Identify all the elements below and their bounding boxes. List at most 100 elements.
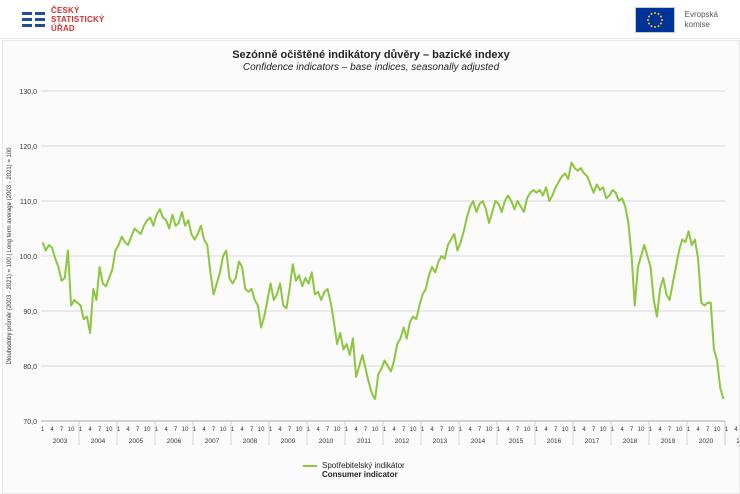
x-month-tick-label: 1 [117, 427, 121, 433]
x-month-tick-label: 7 [288, 427, 292, 433]
x-year-label: 2011 [357, 438, 371, 445]
x-month-tick-label: 4 [202, 427, 206, 433]
x-month-tick-label: 4 [468, 427, 472, 433]
x-month-tick-label: 7 [630, 427, 634, 433]
chart-panel: Sezónně očištěné indikátory důvěry – baz… [2, 40, 740, 494]
chart-subtitle: Confidence indicators – base indices, se… [242, 62, 500, 73]
x-month-tick-label: 4 [278, 427, 282, 433]
x-year-label: 2012 [395, 438, 410, 445]
x-month-tick-label: 4 [164, 427, 168, 433]
x-month-tick-label: 7 [668, 427, 672, 433]
x-month-tick-label: 10 [410, 427, 417, 433]
x-year-label: 2018 [623, 438, 638, 445]
x-year-label: 2007 [205, 438, 220, 445]
x-month-tick-label: 7 [98, 427, 102, 433]
x-month-tick-label: 1 [573, 427, 577, 433]
x-month-tick-label: 7 [706, 427, 710, 433]
x-year-label: 2010 [319, 438, 334, 445]
x-month-tick-label: 10 [448, 427, 455, 433]
ec-logo-text: Evropská komise [685, 10, 718, 30]
x-month-tick-label: 4 [316, 427, 320, 433]
x-year-label: 2005 [129, 438, 144, 445]
x-month-tick-label: 7 [592, 427, 596, 433]
czso-logo-text: ČESKÝ STATISTICKÝ ÚŘAD [51, 6, 104, 33]
x-year-label: 2022 [737, 438, 739, 445]
czso-logo-mark [22, 11, 45, 27]
x-month-tick-label: 7 [250, 427, 254, 433]
axis-layer: 70,0 80,0 90,0 100,0 110,0 120,0 130,0 Dlouhodo… [6, 89, 739, 445]
x-year-label: 2008 [243, 438, 258, 445]
x-month-tick-label: 4 [88, 427, 92, 433]
x-month-tick-label: 10 [68, 427, 75, 433]
x-month-tick-label: 4 [544, 427, 548, 433]
x-month-tick-label: 7 [440, 427, 444, 433]
x-year-label: 2015 [509, 438, 524, 445]
x-year-label: 2014 [471, 438, 486, 445]
czso-logo-line-2: STATISTICKÝ [51, 14, 105, 24]
x-month-tick-label: 1 [421, 427, 425, 433]
x-month-tick-label: 4 [354, 427, 358, 433]
x-month-tick-label: 4 [658, 427, 662, 433]
x-month-tick-label: 7 [516, 427, 520, 433]
x-month-tick-label: 1 [725, 427, 729, 433]
legend-item: Spotřebitelský indikátor [303, 461, 405, 470]
czso-logo: ČESKÝ STATISTICKÝ ÚŘAD [22, 4, 104, 34]
x-year-label: 2021 [737, 438, 739, 445]
x-month-tick-label: 7 [212, 427, 216, 433]
y-tick-label: 90,0 [23, 309, 37, 316]
legend-label-en: Consumer indicator [322, 470, 398, 479]
y-tick-label: 70,0 [23, 419, 37, 426]
x-month-tick-label: 10 [372, 427, 379, 433]
y-tick-label: 80,0 [23, 364, 37, 371]
x-month-tick-label: 1 [535, 427, 539, 433]
x-month-tick-label: 10 [676, 427, 683, 433]
x-month-tick-label: 10 [486, 427, 493, 433]
series-line-consumer-indicator [41, 161, 725, 400]
x-year-label: 2009 [281, 438, 296, 445]
x-month-tick-label: 1 [155, 427, 159, 433]
eu-flag-icon [634, 7, 675, 33]
x-month-tick-label: 10 [144, 427, 151, 433]
x-month-tick-label: 10 [220, 427, 227, 433]
x-month-tick-label: 10 [182, 427, 189, 433]
x-month-tick-label: 1 [307, 427, 311, 433]
x-month-tick-label: 7 [364, 427, 368, 433]
x-month-tick-label: 1 [459, 427, 463, 433]
x-month-tick-label: 4 [696, 427, 700, 433]
x-month-tick-label: 4 [392, 427, 396, 433]
x-month-tick-label: 1 [231, 427, 235, 433]
y-tick-label: 120,0 [19, 144, 37, 151]
x-month-tick-label: 1 [79, 427, 83, 433]
x-year-label: 2016 [547, 438, 562, 445]
x-month-tick-label: 4 [620, 427, 624, 433]
x-month-tick-label: 10 [106, 427, 113, 433]
x-month-tick-label: 1 [649, 427, 653, 433]
x-year-label: 2017 [585, 438, 600, 445]
legend-swatch [303, 464, 317, 467]
line-chart: 70,0 80,0 90,0 100,0 110,0 120,0 130,0 Dlouhodo… [6, 89, 739, 445]
x-month-tick-label: 10 [296, 427, 303, 433]
x-month-tick-label: 4 [734, 427, 738, 433]
x-month-tick-label: 10 [638, 427, 645, 433]
x-month-tick-label: 4 [506, 427, 510, 433]
x-month-tick-label: 10 [524, 427, 531, 433]
legend-label: Spotřebitelský indikátor [322, 461, 405, 470]
ec-line-1: Evropská [684, 10, 718, 19]
x-year-label: 2019 [661, 438, 676, 445]
x-month-tick-label: 1 [269, 427, 273, 433]
x-month-tick-label: 4 [582, 427, 586, 433]
czso-logo-line-1: ČESKÝ [51, 5, 80, 15]
x-month-tick-label: 1 [193, 427, 197, 433]
x-month-tick-label: 1 [41, 427, 45, 433]
page-header: ČESKÝ STATISTICKÝ ÚŘAD Evropská komise [0, 0, 740, 39]
x-month-tick-label: 7 [174, 427, 178, 433]
x-month-tick-label: 7 [478, 427, 482, 433]
x-month-tick-label: 7 [136, 427, 140, 433]
chart-title: Sezónně očištěné indikátory důvěry – baz… [232, 49, 510, 61]
x-month-tick-label: 7 [402, 427, 406, 433]
x-year-label: 2020 [699, 438, 714, 445]
x-month-tick-label: 4 [240, 427, 244, 433]
x-month-tick-label: 4 [50, 427, 54, 433]
x-month-tick-label: 1 [345, 427, 349, 433]
european-commission-logo: Evropská komise [634, 7, 718, 33]
